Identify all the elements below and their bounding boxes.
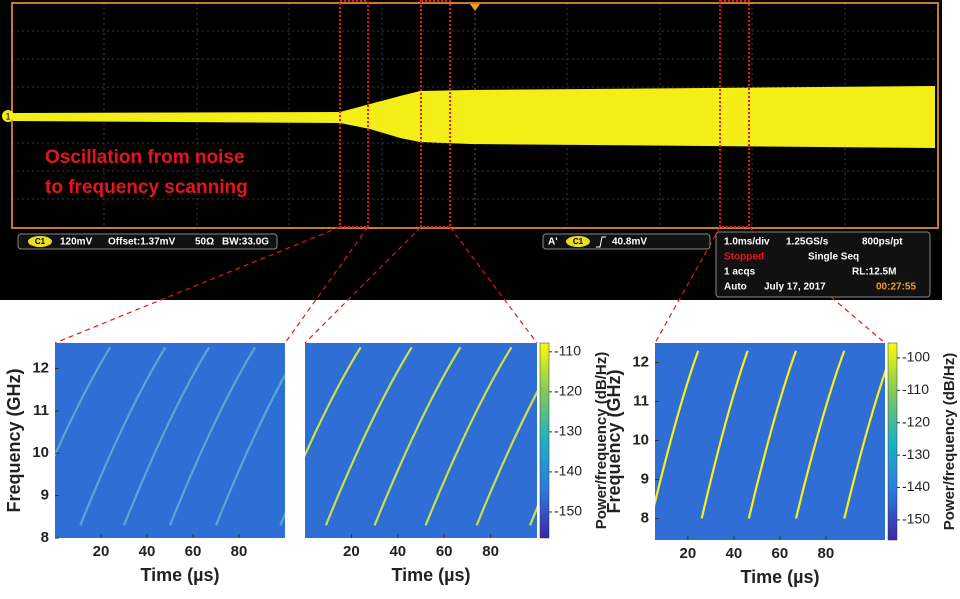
y-tick-label: 8: [41, 529, 49, 546]
sweeps: [655, 350, 885, 519]
y-tick-label: 8: [641, 510, 649, 527]
plot-background: [55, 343, 285, 538]
y-tick-label: 10: [32, 444, 49, 461]
colorbar-tick-label: -130: [554, 423, 582, 439]
x-tick-label: 20: [93, 543, 110, 560]
channel-label: C1: [35, 237, 46, 246]
colorbar-tick-label: -150: [554, 503, 582, 519]
offset: Offset:1.37mV: [108, 237, 176, 248]
sweep: [305, 346, 362, 458]
colorbar-tick-label: -130: [902, 446, 930, 462]
plot-background: [655, 343, 885, 540]
edge-icon: [596, 236, 606, 248]
annotation: Oscillation from noise: [45, 147, 245, 168]
sweep: [79, 346, 167, 526]
x-tick-label: 80: [231, 543, 248, 560]
resolution: 800ps/pt: [862, 237, 903, 248]
bandwidth: BW:33.0G: [222, 237, 269, 248]
x-tick-label: 80: [482, 543, 499, 560]
mode: Single Seq: [808, 252, 859, 263]
x-tick-label: 20: [680, 545, 697, 562]
colorbar-tick-label: -100: [902, 349, 930, 365]
timebase: 1.0ms/div: [724, 237, 770, 248]
state: Stopped: [724, 252, 764, 263]
trigger-prefix: A': [548, 237, 558, 248]
sweep: [843, 368, 885, 519]
y-tick-label: 9: [641, 471, 649, 488]
colorbar-tick-label: -110: [554, 343, 581, 359]
waveform: [12, 86, 935, 148]
colorbar: [887, 342, 898, 541]
channel-box: [17, 233, 278, 250]
sweep: [475, 390, 537, 526]
colorbar-tick-label: -110: [902, 381, 929, 397]
x-tick-label: 20: [343, 543, 360, 560]
colorbar-tick-label: -120: [554, 383, 582, 399]
x-tick-label: 80: [818, 545, 835, 562]
sweeps: [305, 346, 537, 526]
y-tick-label: 11: [33, 402, 49, 419]
sweep: [424, 346, 513, 526]
colorbar-label: Power/frequency (dB/Hz): [941, 353, 958, 531]
colorbar-tick-label: -150: [902, 511, 930, 527]
sweep: [655, 350, 700, 507]
annotation: to frequency scanning: [45, 177, 248, 198]
acq-box: [715, 231, 931, 298]
record-length: RL:12.5M: [852, 267, 896, 278]
x-tick-label: 60: [772, 545, 789, 562]
sample-rate: 1.25GS/s: [786, 237, 829, 248]
colorbar: [539, 342, 550, 539]
x-tick-label: 40: [389, 543, 406, 560]
sweep: [747, 350, 798, 519]
x-axis-label: Time (µs): [740, 567, 819, 587]
impedance: 50Ω: [195, 237, 214, 248]
trigger-badge: [566, 236, 590, 247]
y-tick-label: 12: [32, 359, 49, 376]
x-axis-label: Time (µs): [140, 565, 219, 585]
y-tick-label: 10: [632, 431, 649, 448]
x-axis-label: Time (µs): [391, 565, 470, 585]
sweep: [700, 350, 749, 519]
sweep: [214, 372, 285, 526]
sweep: [373, 346, 462, 526]
trigger-level: 40.8mV: [612, 237, 647, 248]
colorbar-tick-label: -140: [902, 478, 930, 494]
zoom-boxes: [339, 0, 750, 228]
x-tick-label: 60: [436, 543, 453, 560]
x-tick-label: 40: [139, 543, 156, 560]
trigger-marker: [470, 4, 480, 11]
colorbar-tick-label: -140: [554, 463, 582, 479]
channel-marker-label: 1: [5, 111, 10, 121]
y-axis-label: Frequency (GHz): [604, 369, 624, 513]
colorbar-label: Power/frequency (dB/Hz): [593, 352, 610, 530]
sweeps: [55, 346, 285, 526]
plot-background: [305, 343, 537, 538]
channel-badge: [28, 236, 52, 247]
sweep: [122, 346, 211, 526]
y-axis-label: Frequency (GHz): [4, 368, 24, 512]
acqs: 1 acqs: [724, 267, 756, 278]
y-tick-label: 9: [41, 487, 49, 504]
channel-marker: [2, 110, 14, 122]
x-tick-label: 60: [185, 543, 202, 560]
clock: 00:27:55: [876, 282, 916, 293]
date: July 17, 2017: [764, 282, 826, 293]
x-tick-label: 40: [726, 545, 743, 562]
sweep: [324, 346, 413, 526]
scale: 120mV: [60, 237, 93, 248]
y-tick-label: 11: [633, 392, 649, 409]
sweep: [168, 346, 257, 526]
sweep: [794, 350, 846, 519]
sweep: [55, 346, 112, 458]
y-tick-label: 12: [632, 353, 649, 370]
trigger-source: C1: [573, 237, 584, 246]
colorbar-tick-label: -120: [902, 413, 930, 429]
trigger-mode: Auto: [724, 282, 747, 293]
